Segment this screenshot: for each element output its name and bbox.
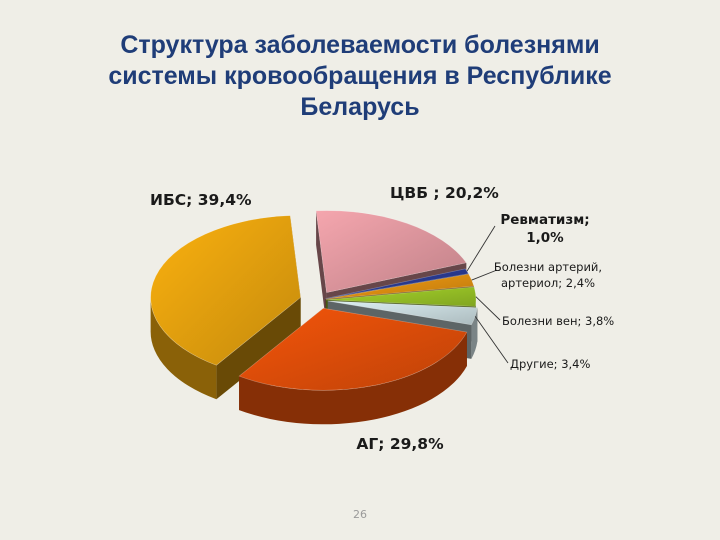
leader-lines (466, 225, 509, 364)
pie-slice-cvb (315, 210, 467, 293)
title-line-2: системы кровообращения в Республике (108, 62, 612, 90)
slice-labels: ЦВБ ; 20,2% Ревматизм; 1,0% Болезни артер… (150, 184, 614, 453)
pie-tops (150, 210, 478, 391)
slice-label-arteries: Болезни артерий, артериол; 2,4% (494, 260, 602, 290)
slice-label-veins: Болезни вен; 3,8% (502, 314, 614, 328)
slice-label-other: Другие; 3,4% (510, 357, 590, 371)
title-line-1: Структура заболеваемости болезнями (120, 31, 600, 59)
leader-line-rheumatism (466, 225, 496, 272)
pie-slice-other (327, 300, 478, 326)
pie-slice-ag (238, 307, 468, 391)
pie-side-other (471, 307, 478, 359)
pie-wall-cvb-start (316, 210, 327, 327)
slice-label-cvb: ЦВБ ; 20,2% (390, 184, 499, 202)
leader-line-other (474, 316, 509, 364)
leader-line-veins (475, 296, 501, 321)
slice-label-ibs: ИБС; 39,4% (150, 191, 252, 209)
pie-side-ibs (150, 296, 217, 400)
leader-line-arteries (471, 269, 498, 281)
pie-slice-ibs (150, 215, 301, 366)
page-title: Структура заболеваемости болезнями систе… (60, 30, 660, 123)
pie-wall-ibs-start (216, 297, 301, 400)
page-number: 26 (353, 508, 367, 521)
slice-label-ag: АГ; 29,8% (356, 435, 444, 453)
slice-label-rheumatism: Ревматизм; 1,0% (500, 212, 589, 246)
pie-side-ag (239, 332, 467, 425)
title-line-3: Беларусь (300, 93, 420, 121)
